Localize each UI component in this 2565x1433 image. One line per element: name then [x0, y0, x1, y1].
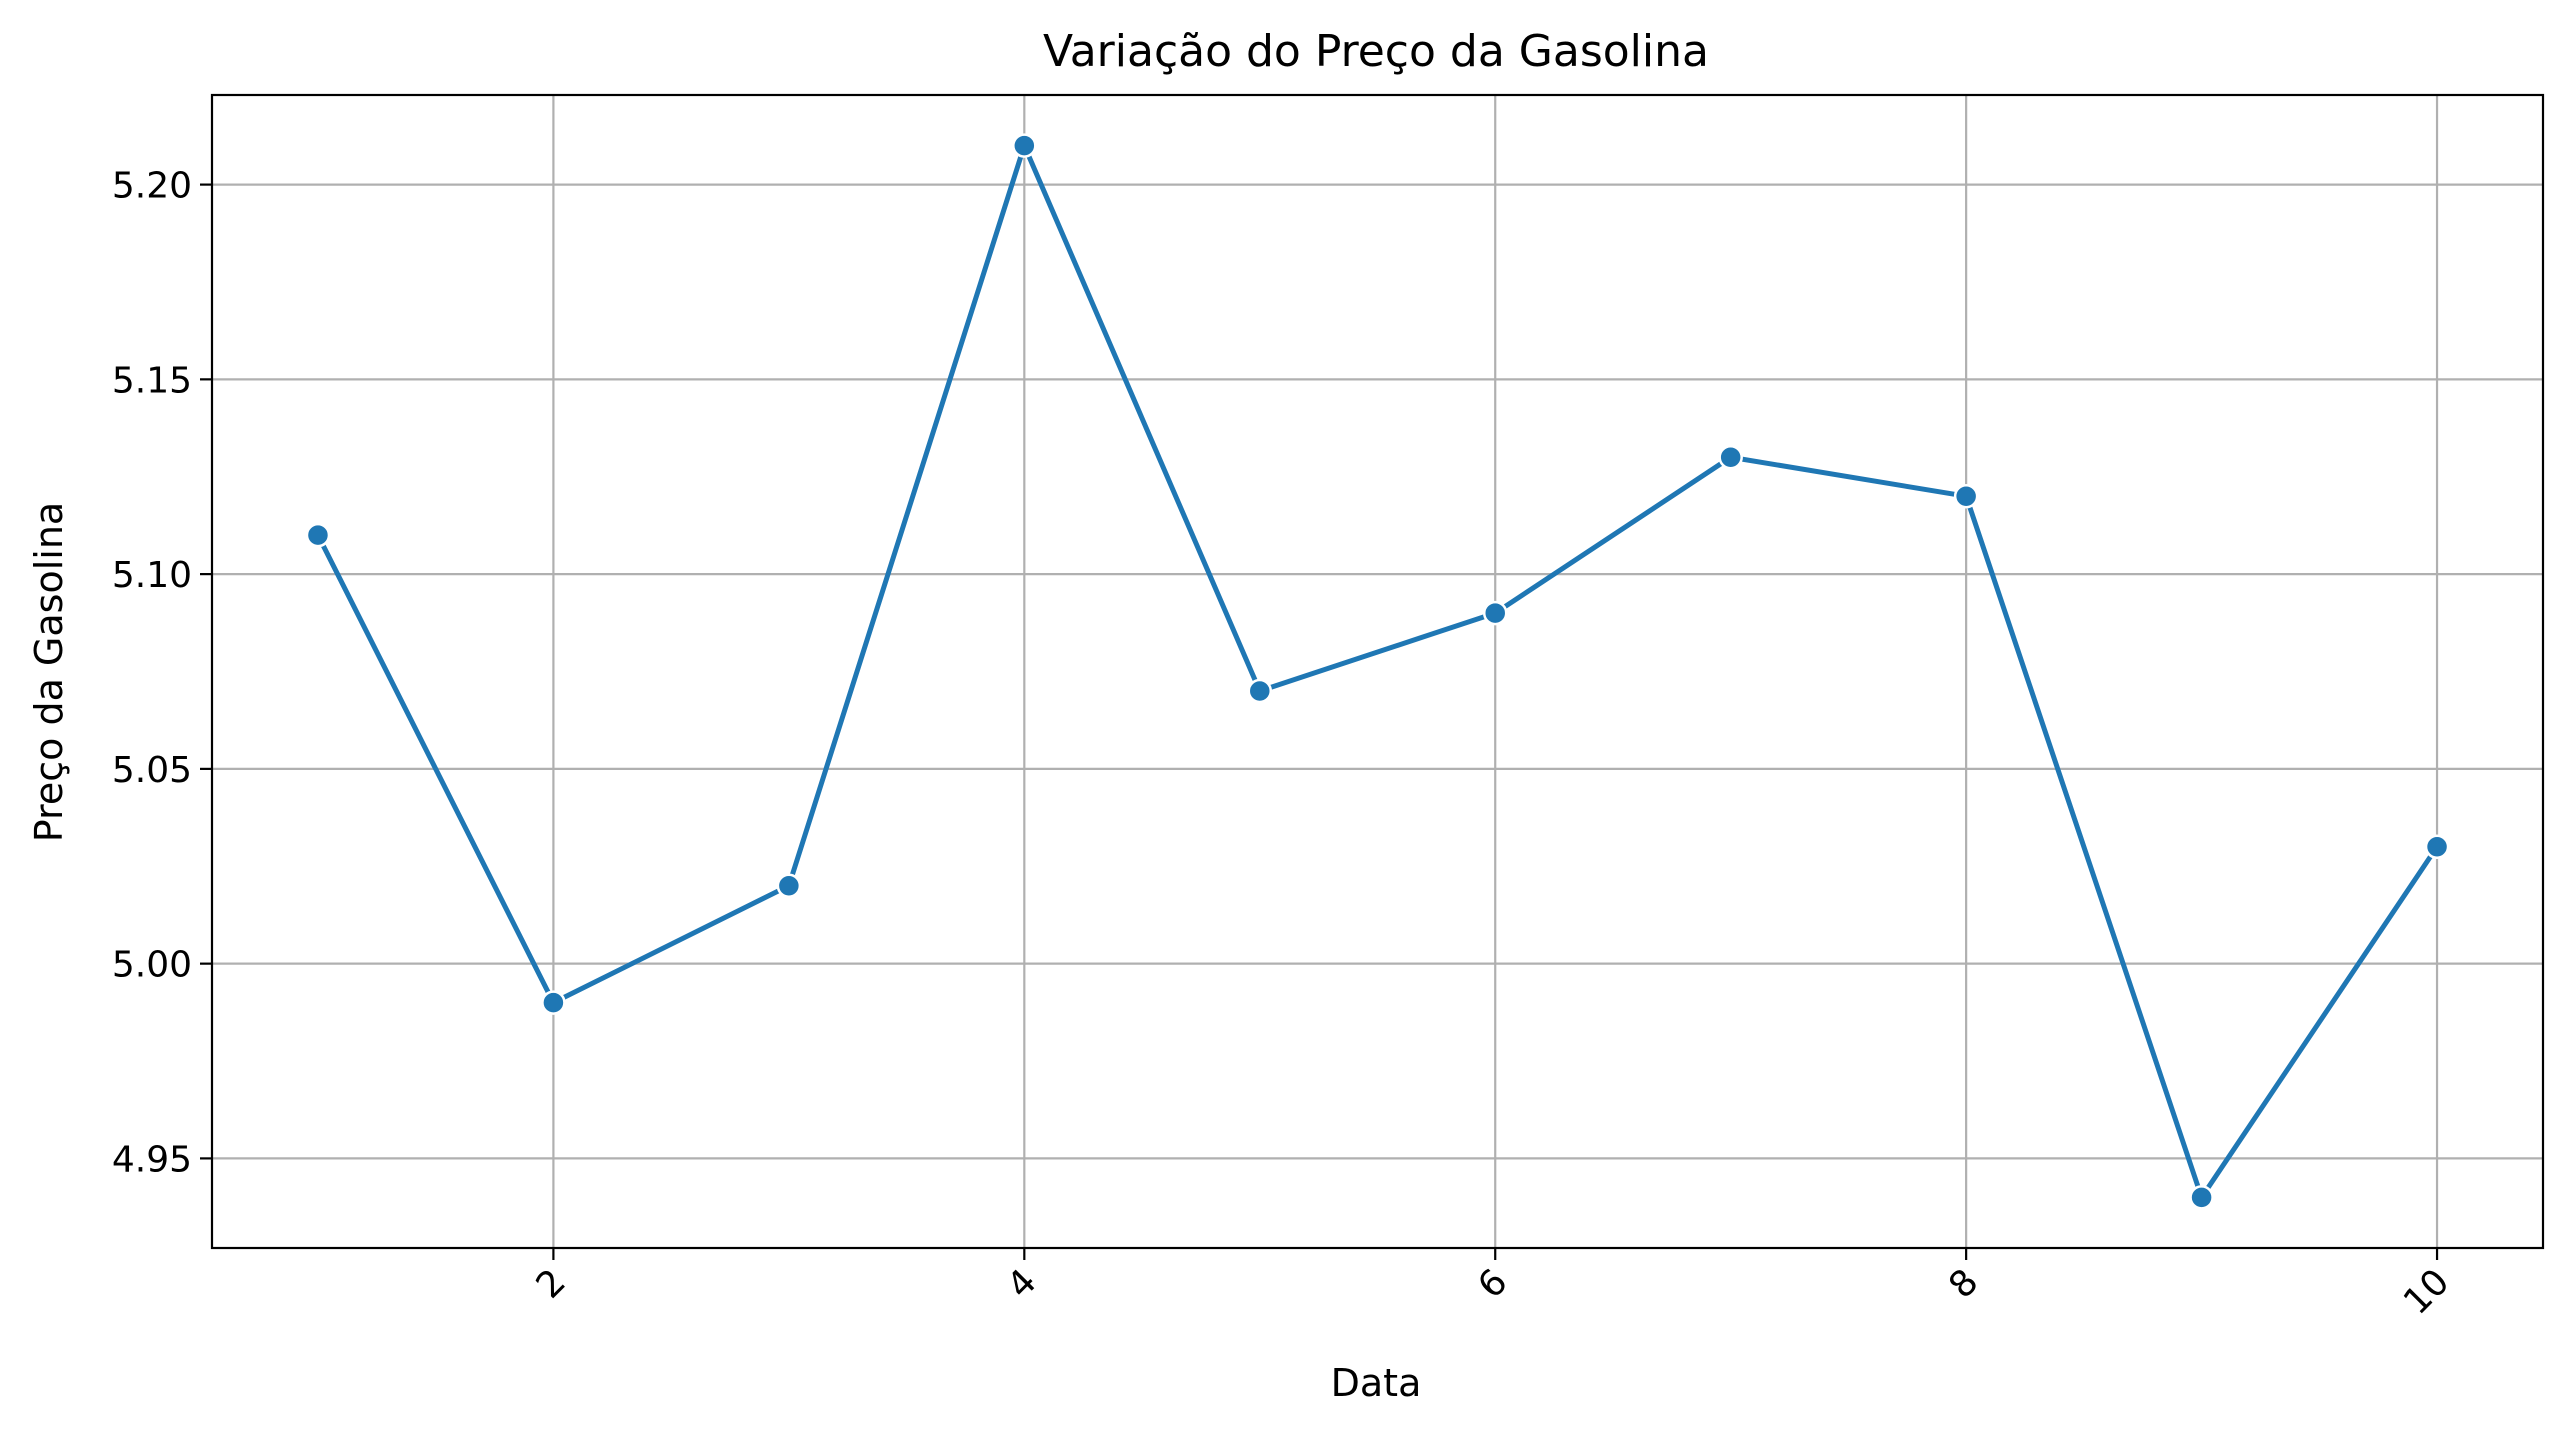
- y-tick-label: 5.15: [112, 360, 192, 401]
- x-tick-label: 6: [1470, 1261, 1515, 1306]
- grid-lines: [212, 95, 2543, 1248]
- y-tick-label: 4.95: [112, 1139, 192, 1180]
- series-layer: [305, 133, 2450, 1210]
- y-tick-label: 5.20: [112, 166, 192, 207]
- data-point: [2189, 1185, 2214, 1210]
- y-tick-label: 5.05: [112, 750, 192, 791]
- x-tick-label: 10: [2396, 1261, 2457, 1322]
- axis-ticks: 2 4 6 8 10 4.95 5.00 5.05 5.10 5.15 5.20: [112, 166, 2458, 1323]
- y-axis-label: Preço da Gasolina: [27, 502, 71, 842]
- data-point: [2424, 834, 2450, 860]
- data-point: [1012, 133, 1037, 158]
- data-point: [776, 873, 802, 898]
- data-point: [1953, 483, 1979, 509]
- y-tick-label: 5.10: [112, 555, 192, 596]
- data-point: [1482, 600, 1508, 626]
- x-tick-label: 2: [529, 1261, 574, 1306]
- x-tick-label: 4: [999, 1261, 1044, 1306]
- chart-title: Variação do Preço da Gasolina: [1043, 26, 1709, 77]
- data-point: [1718, 445, 1743, 470]
- x-tick-label: 8: [1941, 1261, 1986, 1306]
- data-point: [541, 990, 566, 1015]
- y-tick-label: 5.00: [112, 945, 192, 986]
- x-axis-label: Data: [1331, 1361, 1422, 1405]
- data-point: [1247, 678, 1273, 704]
- plot-frame: [210, 93, 2545, 1250]
- series-line: [315, 143, 2440, 1200]
- data-point: [305, 522, 331, 548]
